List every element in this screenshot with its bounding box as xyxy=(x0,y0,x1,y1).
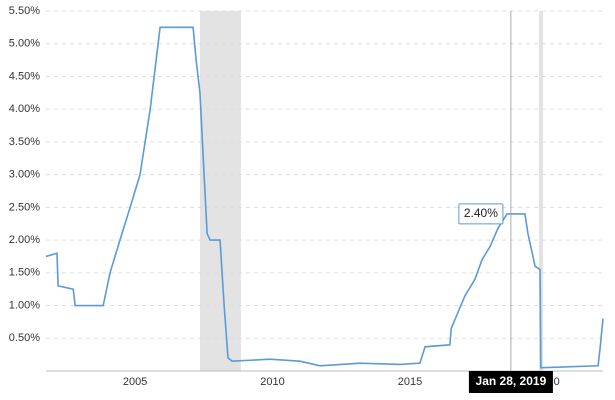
rate-line xyxy=(45,26,604,369)
x-tick-label: 2005 xyxy=(123,376,147,388)
y-tick-label: 3.00% xyxy=(9,169,40,181)
y-tick-label: 3.50% xyxy=(9,136,40,148)
recession-band xyxy=(538,11,544,371)
y-tick-label: 2.00% xyxy=(9,234,40,246)
x-tick-label: 2010 xyxy=(260,376,284,388)
recession-band xyxy=(199,11,241,371)
tooltip-value: 2.40% xyxy=(464,206,498,220)
x-tick-label: 2015 xyxy=(398,376,422,388)
y-tick-label: 1.50% xyxy=(9,267,40,279)
tooltip-box xyxy=(458,203,504,225)
date-label: Jan 28, 2019 xyxy=(476,374,547,388)
y-tick-label: 4.00% xyxy=(9,103,40,115)
date-label-box xyxy=(468,371,553,393)
y-tick-label: 5.00% xyxy=(9,38,40,50)
y-tick-label: 2.50% xyxy=(9,201,40,213)
y-tick-label: 0.50% xyxy=(9,332,40,344)
y-tick-label: 1.00% xyxy=(9,299,40,311)
y-tick-label: 5.50% xyxy=(9,5,40,17)
y-tick-label: 4.50% xyxy=(9,70,40,82)
